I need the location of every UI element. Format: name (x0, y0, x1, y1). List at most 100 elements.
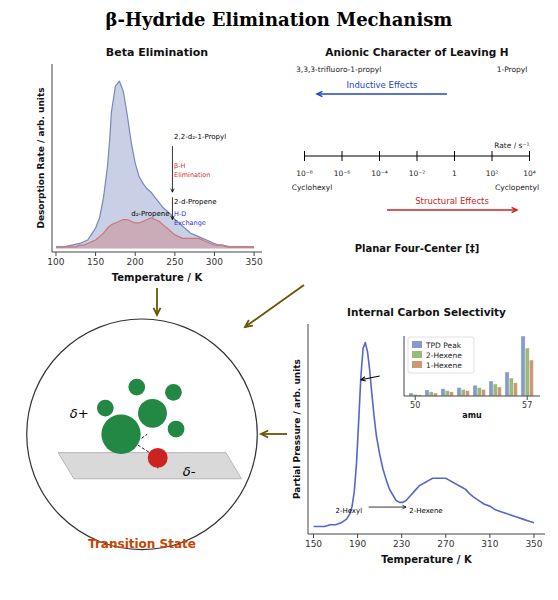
annotation: 2-Hexene (409, 507, 442, 515)
annotation: 2-d-Propene (174, 198, 217, 206)
legend-entry: 2-Hexene (426, 351, 462, 360)
x-tick (357, 534, 358, 538)
bar (509, 378, 513, 396)
atom (168, 421, 185, 438)
annotation: 2,2-d₂-1-Propyl (174, 133, 226, 141)
connector-arrow-head (245, 320, 253, 327)
rate-tick-label: 10⁻⁶ (334, 169, 351, 178)
annotation: Cyclopentyl (495, 183, 539, 192)
y-axis-label: Partial Pressure / arb. units (292, 359, 302, 499)
legend-swatch (412, 341, 422, 348)
structural-arrow-head (512, 207, 517, 212)
legend: TPD Peak2-Hexene1-Hexene (408, 337, 474, 373)
legend-swatch (412, 361, 422, 368)
delta-minus: δ- (183, 464, 196, 479)
area-fill (56, 218, 254, 249)
annotation-arrow-shaft (369, 507, 406, 508)
x-tick (254, 252, 255, 256)
x-tick (214, 252, 215, 256)
delta-plus: δ+ (70, 406, 89, 421)
annotation-arrow (369, 505, 406, 508)
x-tick (313, 534, 314, 538)
x-tick-label: 190 (349, 539, 366, 549)
connector-arrow-head (154, 308, 161, 315)
annotation-arrow (171, 197, 174, 219)
x-tick (533, 534, 534, 538)
bar (505, 372, 509, 396)
x-tick-label: 270 (437, 539, 454, 549)
annotation: Cyclohexyl (292, 183, 333, 192)
bar (461, 389, 465, 396)
inductive-arrow-head (317, 91, 322, 96)
x-tick-label: 250 (166, 257, 183, 267)
x-tick-label: 350 (245, 257, 262, 267)
bar (493, 384, 497, 396)
rate-tick (529, 151, 530, 161)
legend-swatch (412, 351, 422, 358)
rate-tick (342, 151, 343, 161)
y-axis-line (308, 324, 309, 534)
plot-data (56, 81, 254, 248)
rate-tick (454, 151, 455, 161)
bar (497, 387, 501, 396)
x-tick-label: 100 (47, 257, 64, 267)
rate-tick (492, 151, 493, 161)
connector-arrow-shaft (261, 433, 287, 435)
rate-tick-label: 10⁻² (409, 169, 426, 178)
panel-title: Beta Elimination (106, 46, 208, 59)
rate-tick-label: 10² (486, 169, 499, 178)
connector-arrow (245, 285, 304, 327)
x-tick (174, 252, 175, 256)
bar (477, 388, 481, 396)
bar (465, 391, 469, 396)
legend-entry: 1-Hexene (426, 361, 462, 370)
connector-arrow (261, 431, 287, 438)
rate-tick (379, 151, 380, 161)
rate-tick-label: 10⁻⁴ (371, 169, 388, 178)
y-axis-line (52, 64, 53, 252)
bar (449, 392, 453, 396)
y-axis-label: Desorption Rate / arb. units (36, 87, 46, 228)
x-tick (401, 534, 402, 538)
x-tick-label: 310 (481, 539, 498, 549)
bar (473, 385, 477, 396)
x-axis-label: Temperature / K (112, 272, 204, 283)
x-tick (489, 534, 490, 538)
rate-tick-label: 1 (452, 169, 457, 178)
x-tick (445, 534, 446, 538)
transition-state-label: Transition State (88, 537, 196, 551)
x-tick-label: 350 (525, 539, 542, 549)
annotation: Exchange (174, 219, 206, 227)
connector-arrow (154, 288, 161, 315)
annotation-arrow-head (361, 377, 366, 381)
bar (429, 392, 433, 396)
annotation: β-H (174, 162, 185, 170)
inductive-arrow (317, 91, 447, 96)
atom (97, 400, 114, 417)
rate-tick (304, 151, 305, 161)
rate-tick (417, 151, 418, 161)
x-axis-label: Temperature / K (381, 554, 473, 565)
panel-title: Anionic Character of Leaving H (325, 46, 508, 58)
annotation: 3,3,3-trifluoro-1-propyl (296, 65, 381, 74)
x-tick (415, 396, 416, 400)
bar (425, 390, 429, 396)
connector-arrow-head (261, 431, 268, 438)
x-tick (135, 252, 136, 256)
inductive-arrow-shaft (317, 93, 447, 95)
atom (148, 448, 168, 468)
x-tick-label: 150 (305, 539, 322, 549)
annotation-arrow-head (171, 216, 174, 220)
connector-arrow-shaft (245, 285, 304, 327)
annotation-arrow (361, 376, 380, 381)
x-tick-label: 200 (127, 257, 144, 267)
x-tick (527, 396, 528, 400)
x-tick-label: 50 (410, 401, 420, 410)
annotation: Planar Four-Center [‡] (355, 243, 480, 254)
bar (457, 388, 461, 396)
x-tick-label: 230 (393, 539, 410, 549)
rate-tick-label: 10⁻⁸ (296, 169, 313, 178)
legend-entry: TPD Peak (425, 341, 462, 350)
x-tick (95, 252, 96, 256)
y-axis-line (404, 336, 405, 396)
